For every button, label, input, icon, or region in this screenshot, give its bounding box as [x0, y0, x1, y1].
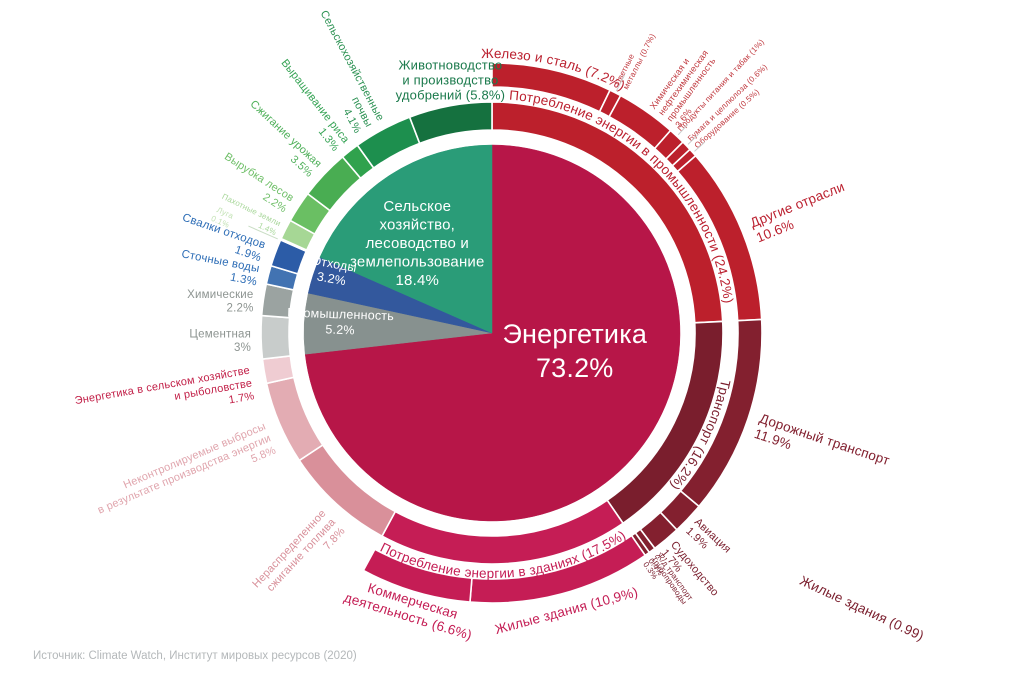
label-cement: Цементная 3%: [189, 329, 251, 355]
center-label-industry: Промышленность5.2%: [286, 306, 394, 339]
label-livestock: Животноводство и производство удобрений (5…: [396, 57, 506, 102]
label-agri-soils: Сельскохозяйственныепочвы4.1%: [295, 9, 386, 136]
leader-machinery: [694, 141, 706, 152]
center-label-energy: Энергетика 73.2%: [502, 319, 647, 383]
ring2-segment-commercial: [362, 548, 473, 603]
label-nonferrous: Цветныеметаллы (0.7%): [613, 28, 657, 91]
center-label-waste: Отходы3.2%: [308, 253, 358, 289]
ring1-segment-livestock: [408, 101, 493, 145]
pie-sector-energy: [304, 144, 681, 522]
source-note: Источник: Climate Watch, Институт мировы…: [33, 650, 357, 662]
leader-food-tobacco: [677, 124, 689, 136]
label-rice: Выращивание риса1.3%: [268, 57, 352, 154]
label-unallocated: Нераспределенноесжигание топлива7.8%: [250, 507, 348, 608]
ring1-segment-cement: [260, 314, 292, 360]
label-deforestation: Вырубка лесов2.2%: [215, 151, 296, 216]
center-label-agriculture: Сельское хозяйство, лесоводство и землеполь…: [350, 198, 485, 289]
pie-sector-agriculture: [319, 144, 493, 334]
label-other-industry: Другие отрасли10.6%: [748, 179, 853, 245]
label-residential-odd: Жилые здания (0.99): [797, 573, 926, 644]
label-agri-fishing: Энергетика в сельском хозяйствеи рыболов…: [74, 365, 256, 433]
label-fugitive: Неконтролируемые выбросыв результате про…: [91, 420, 278, 528]
label-road: Дорожный транспорт11.9%: [752, 411, 891, 484]
leader-nonferrous: [615, 74, 626, 92]
label-chemicals: Химические 2.2%: [187, 289, 253, 315]
leader-paper-pulp: [687, 134, 699, 145]
leader-grassland: [248, 225, 278, 240]
